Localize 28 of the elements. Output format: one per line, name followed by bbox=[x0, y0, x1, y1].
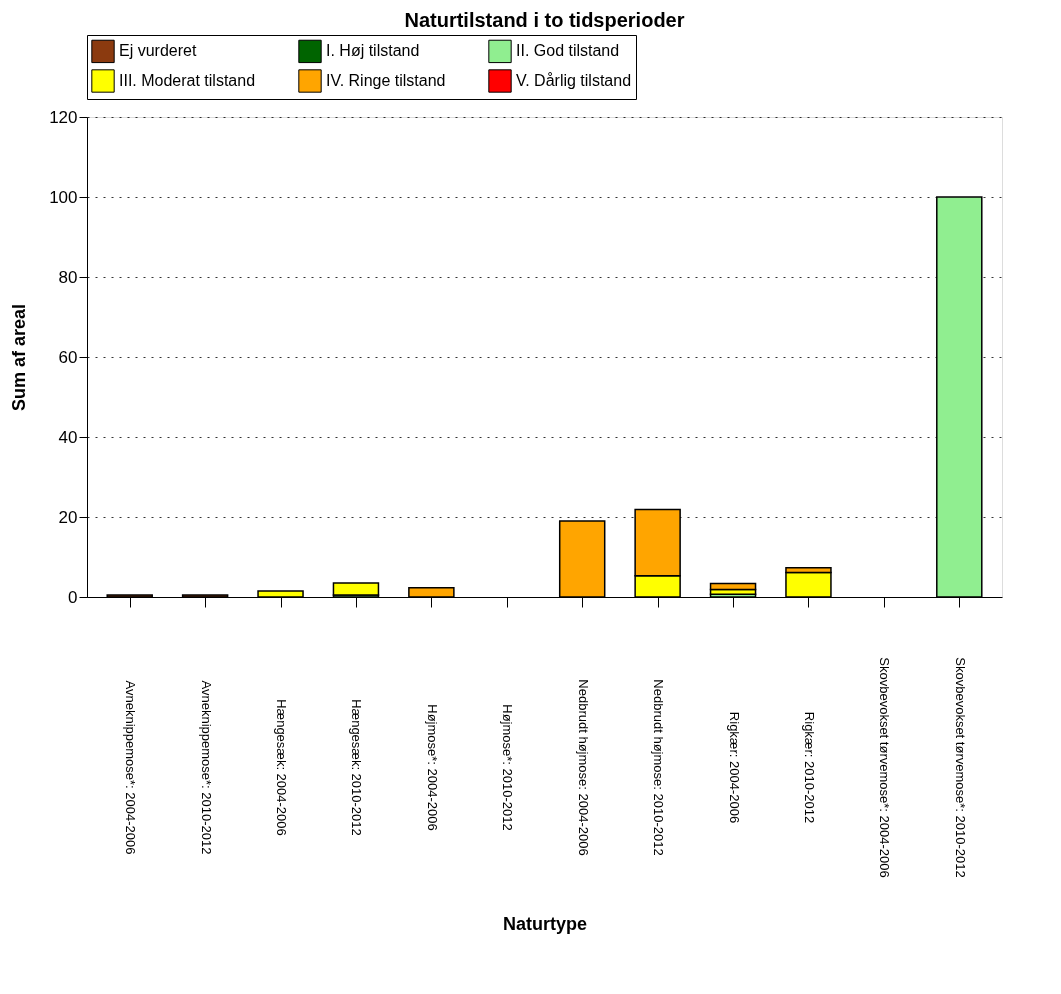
x-tick-label: Skovbevokset tørvemose*: 2004-2006 bbox=[877, 657, 893, 878]
legend-label: V. Dårlig tilstand bbox=[516, 72, 632, 89]
legend-label: I. Høj tilstand bbox=[326, 42, 420, 60]
legend-label: Ej vurderet bbox=[119, 42, 197, 60]
x-tick-label: Skovbevokset tørvemose*: 2010-2012 bbox=[952, 657, 968, 878]
x-tick-label: Rigkær: 2004-2006 bbox=[726, 711, 742, 824]
y-tick-label: 0 bbox=[68, 587, 78, 607]
legend-label: III. Moderat tilstand bbox=[119, 72, 256, 89]
x-tick-label: Højmose*: 2010-2012 bbox=[500, 704, 516, 831]
x-tick-label: Højmose*: 2004-2006 bbox=[424, 704, 440, 831]
y-axis-title: Sum af areal bbox=[9, 303, 30, 412]
x-tick-label: Nedbrudt højmose: 2004-2006 bbox=[575, 679, 591, 856]
chart-title: Naturtilstand i to tidsperioder bbox=[404, 8, 685, 31]
y-tick-label: 80 bbox=[58, 267, 78, 287]
y-tick-label: 60 bbox=[58, 347, 78, 367]
x-tick-label: Hængesæk: 2010-2012 bbox=[349, 699, 365, 836]
legend-label: II. God tilstand bbox=[516, 42, 620, 60]
x-tick-label: Avneknippemose*: 2010-2012 bbox=[198, 680, 214, 855]
y-tick-label: 100 bbox=[49, 187, 78, 207]
x-axis-title: Naturtype bbox=[502, 913, 588, 934]
x-tick-label: Avneknippemose*: 2004-2006 bbox=[123, 680, 139, 855]
legend-label: IV. Ringe tilstand bbox=[326, 72, 446, 89]
x-tick-label: Hængesæk: 2004-2006 bbox=[274, 699, 290, 836]
x-tick-label: Rigkær: 2010-2012 bbox=[801, 711, 817, 824]
x-tick-label: Nedbrudt højmose: 2010-2012 bbox=[651, 679, 667, 856]
y-tick-label: 20 bbox=[58, 507, 78, 527]
y-tick-label: 120 bbox=[49, 107, 78, 127]
y-tick-label: 40 bbox=[58, 427, 78, 447]
